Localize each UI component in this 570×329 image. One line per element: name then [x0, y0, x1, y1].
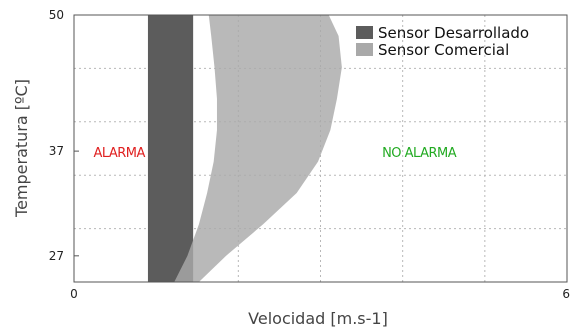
legend-swatch-developed [356, 26, 373, 39]
legend-label-commercial: Sensor Comercial [378, 41, 509, 59]
x-axis-label: Velocidad [m.s-1] [248, 309, 388, 328]
legend-swatch-commercial [356, 43, 373, 56]
y-axis-label: Temperatura [ºC] [12, 79, 31, 218]
x-tick-label: 0 [70, 287, 78, 301]
series-developed-band [147, 15, 194, 282]
series-layer [147, 15, 342, 282]
axes [73, 14, 568, 283]
x-tick-label: 6 [562, 287, 570, 301]
plot-frame [73, 14, 568, 283]
y-tick-label: 50 [49, 8, 64, 22]
legend: Sensor Desarrollado Sensor Comercial [356, 24, 529, 59]
y-tick-label: 27 [49, 249, 64, 263]
legend-label-developed: Sensor Desarrollado [378, 24, 529, 42]
y-tick-label: 37 [49, 144, 64, 158]
no-alarm-label: NO ALARMA [382, 146, 457, 161]
series-commercial-band [174, 15, 342, 282]
tick-labels: 27 37 50 0 6 [49, 8, 570, 301]
alarm-label: ALARMA [93, 146, 145, 161]
